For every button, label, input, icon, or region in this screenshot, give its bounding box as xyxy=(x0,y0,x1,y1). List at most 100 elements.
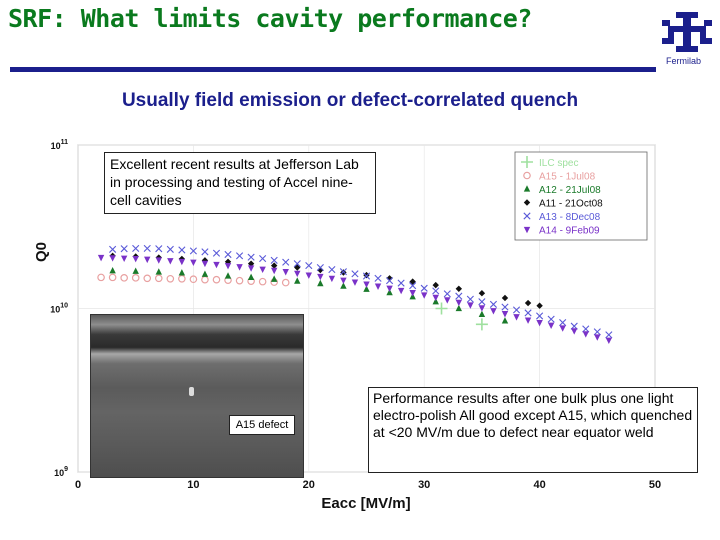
data-point xyxy=(109,245,117,253)
data-point xyxy=(489,300,498,308)
data-point xyxy=(397,287,405,295)
data-point xyxy=(475,318,488,331)
data-point xyxy=(259,266,266,273)
data-point xyxy=(397,279,405,287)
data-point xyxy=(247,265,255,272)
legend-label: A12 - 21Jul08 xyxy=(539,185,601,196)
data-point xyxy=(224,262,232,270)
y-tick-label: 1010 xyxy=(50,303,68,315)
data-point xyxy=(340,277,347,284)
x-tick-label: 50 xyxy=(649,479,661,491)
data-point xyxy=(339,268,348,276)
data-point xyxy=(524,317,532,324)
data-point xyxy=(258,277,267,286)
data-point xyxy=(201,270,209,277)
y-axis-ticks: 109 1010 1011 xyxy=(50,139,68,478)
data-point xyxy=(594,334,601,341)
data-point xyxy=(154,274,163,283)
data-point xyxy=(455,299,463,307)
data-point xyxy=(247,260,255,267)
data-point xyxy=(605,331,613,339)
data-point xyxy=(571,328,578,335)
data-point xyxy=(559,319,567,327)
data-point xyxy=(455,285,463,292)
data-point xyxy=(362,272,371,280)
data-point xyxy=(144,256,151,264)
data-point xyxy=(212,275,221,284)
data-point xyxy=(270,256,278,264)
data-point xyxy=(386,288,393,296)
data-point xyxy=(109,255,116,262)
data-point xyxy=(385,277,394,285)
y-tick-label: 109 xyxy=(54,466,68,478)
x-axis-label: Eacc [MV/m] xyxy=(321,495,410,512)
data-point xyxy=(374,274,382,282)
data-point xyxy=(466,295,474,303)
data-point xyxy=(420,284,428,292)
data-markers xyxy=(97,244,613,344)
data-point xyxy=(467,302,474,309)
data-point xyxy=(455,304,463,312)
data-point xyxy=(363,281,370,288)
x-tick-label: 0 xyxy=(75,479,81,491)
data-point xyxy=(281,278,290,287)
data-point xyxy=(259,254,267,263)
series-a14-9feb09 xyxy=(97,254,613,344)
data-point xyxy=(351,279,359,286)
data-point xyxy=(478,290,486,297)
data-point xyxy=(512,306,521,314)
data-point xyxy=(132,244,140,253)
data-point xyxy=(247,253,255,261)
data-point xyxy=(120,274,128,282)
data-point xyxy=(363,271,370,279)
y-tick-label: 1011 xyxy=(51,139,69,151)
data-point xyxy=(351,270,359,278)
data-point xyxy=(305,272,312,279)
data-point xyxy=(166,245,174,253)
data-point xyxy=(143,274,152,283)
data-point xyxy=(270,275,278,282)
legend-box xyxy=(514,151,648,241)
x-tick-label: 40 xyxy=(533,479,545,491)
data-point xyxy=(432,281,439,289)
data-point xyxy=(524,309,532,317)
data-point xyxy=(386,275,393,282)
data-point xyxy=(316,263,324,272)
data-point xyxy=(294,270,301,278)
data-point xyxy=(501,294,509,302)
slide-subtitle: Usually field emission or defect-correla… xyxy=(121,90,579,111)
data-point xyxy=(236,264,243,271)
data-point xyxy=(293,260,301,268)
data-point xyxy=(536,319,543,327)
photo-label: A15 defect xyxy=(229,415,295,435)
slide-title: SRF: What limits cavity performance? xyxy=(8,4,532,33)
data-point xyxy=(189,275,198,284)
data-point xyxy=(432,294,439,302)
data-point xyxy=(178,269,186,276)
data-point xyxy=(490,308,497,315)
data-point xyxy=(201,248,209,256)
data-point xyxy=(478,305,486,312)
data-point xyxy=(455,292,463,300)
data-point xyxy=(593,328,601,336)
data-point xyxy=(120,245,128,253)
data-point xyxy=(501,303,509,311)
data-point xyxy=(363,285,370,292)
defect-spot xyxy=(189,387,194,396)
data-point xyxy=(155,245,163,253)
data-point xyxy=(235,276,244,285)
legend-marker xyxy=(523,171,531,180)
series-a13-8dec08 xyxy=(109,244,613,339)
data-point xyxy=(478,310,486,318)
data-point xyxy=(559,325,566,332)
legend-label: A15 - 1Jul08 xyxy=(539,172,596,183)
a15-defect-photo: A15 defect xyxy=(90,314,304,478)
fermilab-logo-icon xyxy=(662,12,712,52)
data-point xyxy=(421,292,428,299)
data-point xyxy=(374,283,382,290)
data-point xyxy=(190,259,197,266)
data-point xyxy=(478,298,486,306)
data-point xyxy=(167,258,174,265)
x-tick-label: 30 xyxy=(418,479,430,491)
data-point xyxy=(409,282,417,290)
